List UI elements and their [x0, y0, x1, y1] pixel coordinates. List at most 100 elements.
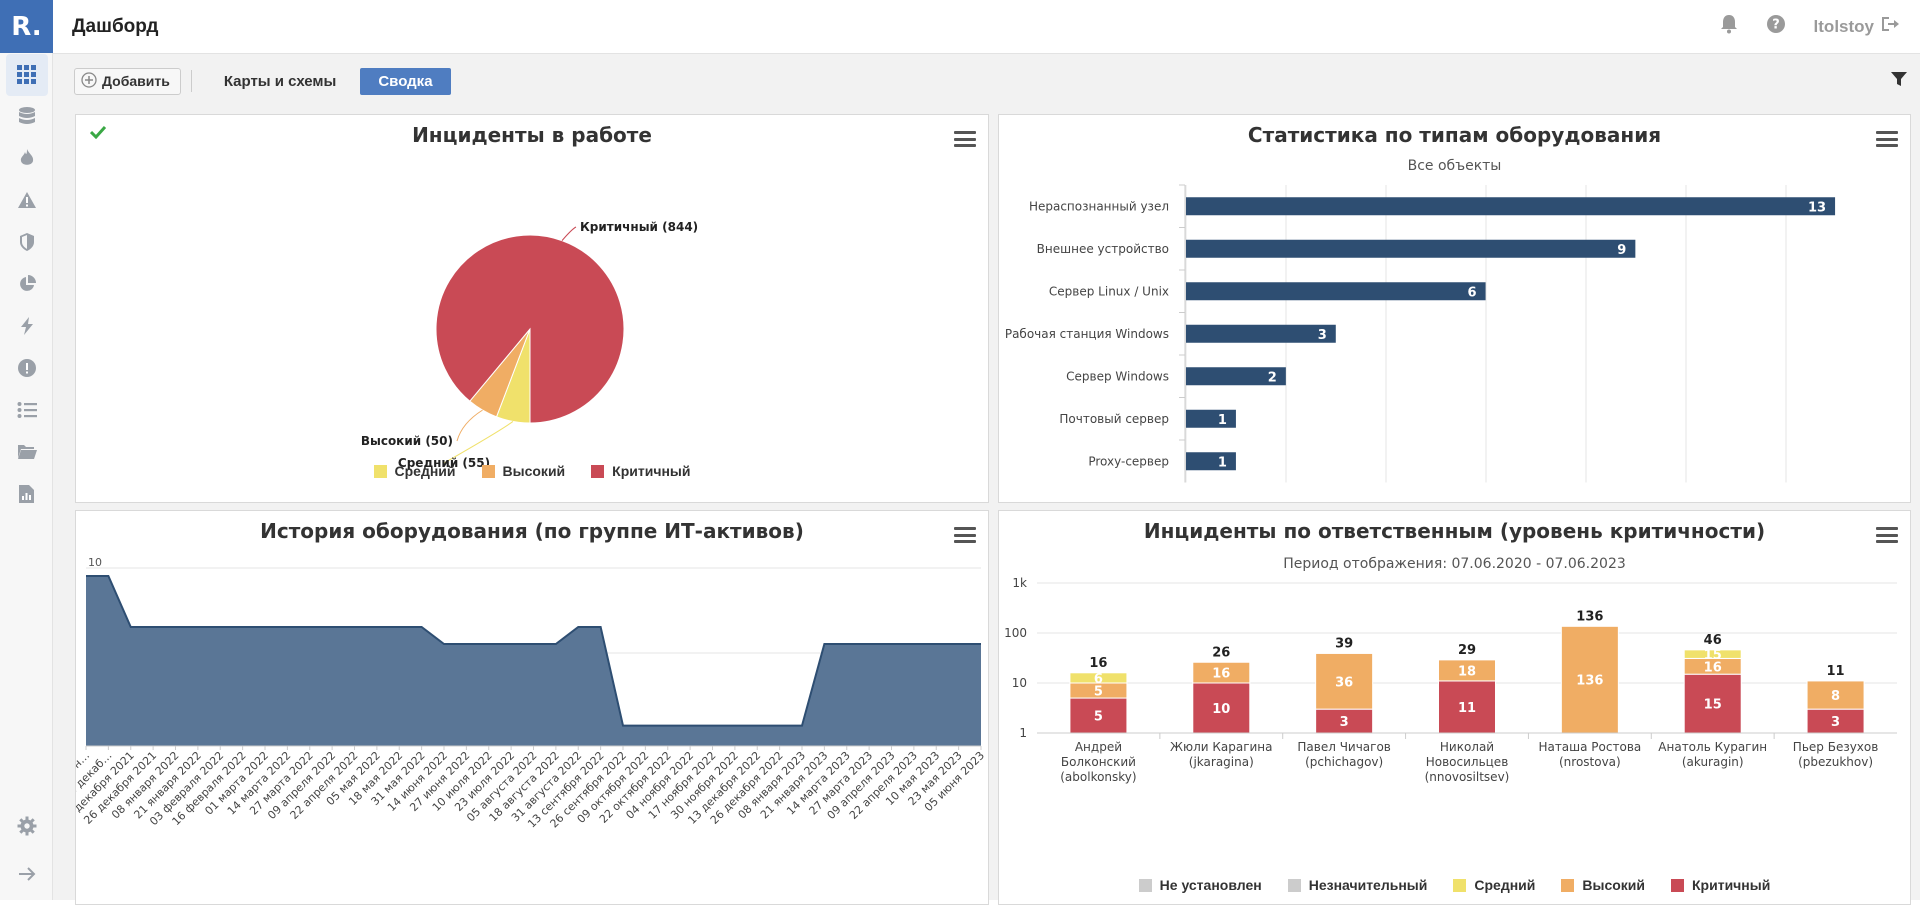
category-label: Жюли Карагина [1170, 740, 1272, 754]
legend-swatch [374, 465, 387, 478]
category-label: Нераспознанный узел [1029, 199, 1169, 213]
lightning-icon [19, 316, 35, 341]
sidebar-item-folder[interactable] [0, 433, 53, 475]
category-label: Анатоль Курагин [1658, 740, 1767, 754]
pie-chart: Средний (55)Высокий (50)Критичный (844) [76, 145, 988, 475]
segment-value-label: 5 [1094, 710, 1103, 725]
fire-icon [19, 148, 35, 173]
pie-data-label: Критичный (844) [580, 220, 698, 234]
bar[interactable] [1186, 240, 1635, 258]
sidebar-item-gear[interactable] [0, 804, 53, 852]
menu-icon[interactable] [954, 527, 976, 543]
bar[interactable] [1186, 410, 1236, 428]
plus-circle-icon [81, 72, 97, 91]
list-icon [17, 401, 37, 424]
segment-value-label: 18 [1458, 664, 1476, 679]
stacked-bar-chart: 1k10010155616АндрейБолконский(abolkonsky… [999, 573, 1910, 863]
sidebar-item-fire[interactable] [0, 139, 53, 181]
area-fill [86, 576, 981, 746]
category-label: Андрей [1075, 740, 1122, 754]
bar[interactable] [1186, 452, 1236, 470]
category-label: Сервер Linux / Unix [1049, 284, 1169, 298]
category-label: Болконский [1061, 755, 1136, 769]
segment-value-label: 16 [1212, 667, 1230, 682]
dashboard-content: Инциденты в работе Средний (55)Высокий (… [53, 108, 1920, 900]
bar-value-label: 13 [1808, 200, 1826, 215]
legend-item[interactable]: Средний [374, 463, 456, 479]
category-label: Рабочая станция Windows [1005, 327, 1169, 341]
header: Дашборд ? ltolstoy [53, 0, 1920, 54]
pie-legend: Средний Высокий Критичный [76, 463, 988, 479]
tab-summary[interactable]: Сводка [360, 68, 450, 95]
app-logo[interactable]: R. [0, 0, 53, 53]
bar-value-label: 9 [1617, 243, 1626, 258]
segment-value-label: 3 [1831, 715, 1840, 730]
legend-label: Критичный [612, 463, 690, 479]
user-menu[interactable]: ltolstoy [1814, 15, 1900, 38]
legend-item[interactable]: Высокий [482, 463, 566, 479]
legend-item[interactable]: Критичный [1671, 877, 1770, 893]
legend-label: Средний [395, 463, 456, 479]
sidebar-item-list[interactable] [0, 391, 53, 433]
category-label: (nnovosiltsev) [1425, 770, 1510, 784]
sidebar-item-warning[interactable] [0, 181, 53, 223]
legend-item[interactable]: Незначительный [1288, 877, 1428, 893]
category-label: Наташа Ростова [1538, 740, 1641, 754]
panel-equipment: Статистика по типам оборудования Все объ… [998, 114, 1911, 503]
pie-slice[interactable] [436, 235, 624, 423]
legend-item[interactable]: Критичный [591, 463, 690, 479]
pie-connector [562, 227, 576, 241]
category-label: (akuragin) [1682, 755, 1744, 769]
category-label: Внешнее устройство [1037, 242, 1169, 256]
total-label: 46 [1704, 633, 1722, 648]
logout-icon[interactable] [1880, 15, 1900, 38]
sidebar-item-grid[interactable] [0, 53, 53, 97]
sidebar-item-shield[interactable] [0, 223, 53, 265]
total-label: 16 [1089, 656, 1107, 671]
y-tick-label: 10 [1012, 676, 1027, 690]
filter-icon[interactable] [1890, 71, 1908, 92]
menu-icon[interactable] [1876, 131, 1898, 147]
legend-item[interactable]: Высокий [1561, 877, 1645, 893]
legend-item[interactable]: Не установлен [1139, 877, 1262, 893]
panel-subtitle: Период отображения: 07.06.2020 - 07.06.2… [999, 556, 1910, 572]
arrow-right-icon [18, 866, 36, 887]
sidebar-item-pie-chart[interactable] [0, 265, 53, 307]
segment-value-label: 8 [1831, 689, 1840, 704]
sidebar-item-report[interactable] [0, 475, 53, 517]
legend-swatch [1453, 879, 1466, 892]
total-label: 11 [1827, 664, 1845, 679]
bar[interactable] [1186, 197, 1835, 215]
category-label: Сервер Windows [1066, 369, 1169, 383]
menu-icon[interactable] [1876, 527, 1898, 543]
bell-icon[interactable] [1720, 14, 1738, 39]
add-button[interactable]: Добавить [74, 68, 181, 95]
username: ltolstoy [1814, 17, 1874, 37]
category-label: (jkaragina) [1189, 755, 1254, 769]
sidebar-item-alert-circle[interactable] [0, 349, 53, 391]
sidebar-item-database[interactable] [0, 97, 53, 139]
panel-responsible: Инциденты по ответственным (уровень крит… [998, 510, 1911, 905]
category-label: (pbezukhov) [1798, 755, 1873, 769]
add-button-label: Добавить [102, 73, 170, 89]
sidebar-item-lightning[interactable] [0, 307, 53, 349]
hbar-chart: Нераспознанный узел 13 Внешнее устройство 9… [999, 175, 1910, 495]
legend-swatch [591, 465, 604, 478]
legend-item[interactable]: Средний [1453, 877, 1535, 893]
grid-icon [6, 54, 48, 96]
shield-icon [19, 232, 35, 257]
tab-maps[interactable]: Карты и схемы [210, 68, 351, 95]
bar[interactable] [1186, 282, 1486, 300]
sidebar-item-arrow-right[interactable] [0, 852, 53, 900]
pie-chart-icon [18, 275, 36, 298]
bar-value-label: 1 [1218, 413, 1227, 428]
legend-swatch [1561, 879, 1574, 892]
help-icon[interactable]: ? [1766, 14, 1786, 39]
warning-icon [17, 191, 37, 214]
database-icon [18, 106, 36, 131]
bar[interactable] [1186, 325, 1336, 343]
segment-value-label: 15 [1704, 698, 1722, 713]
legend-label: Не установлен [1160, 877, 1262, 893]
bar-value-label: 6 [1468, 285, 1477, 300]
total-label: 29 [1458, 643, 1476, 658]
